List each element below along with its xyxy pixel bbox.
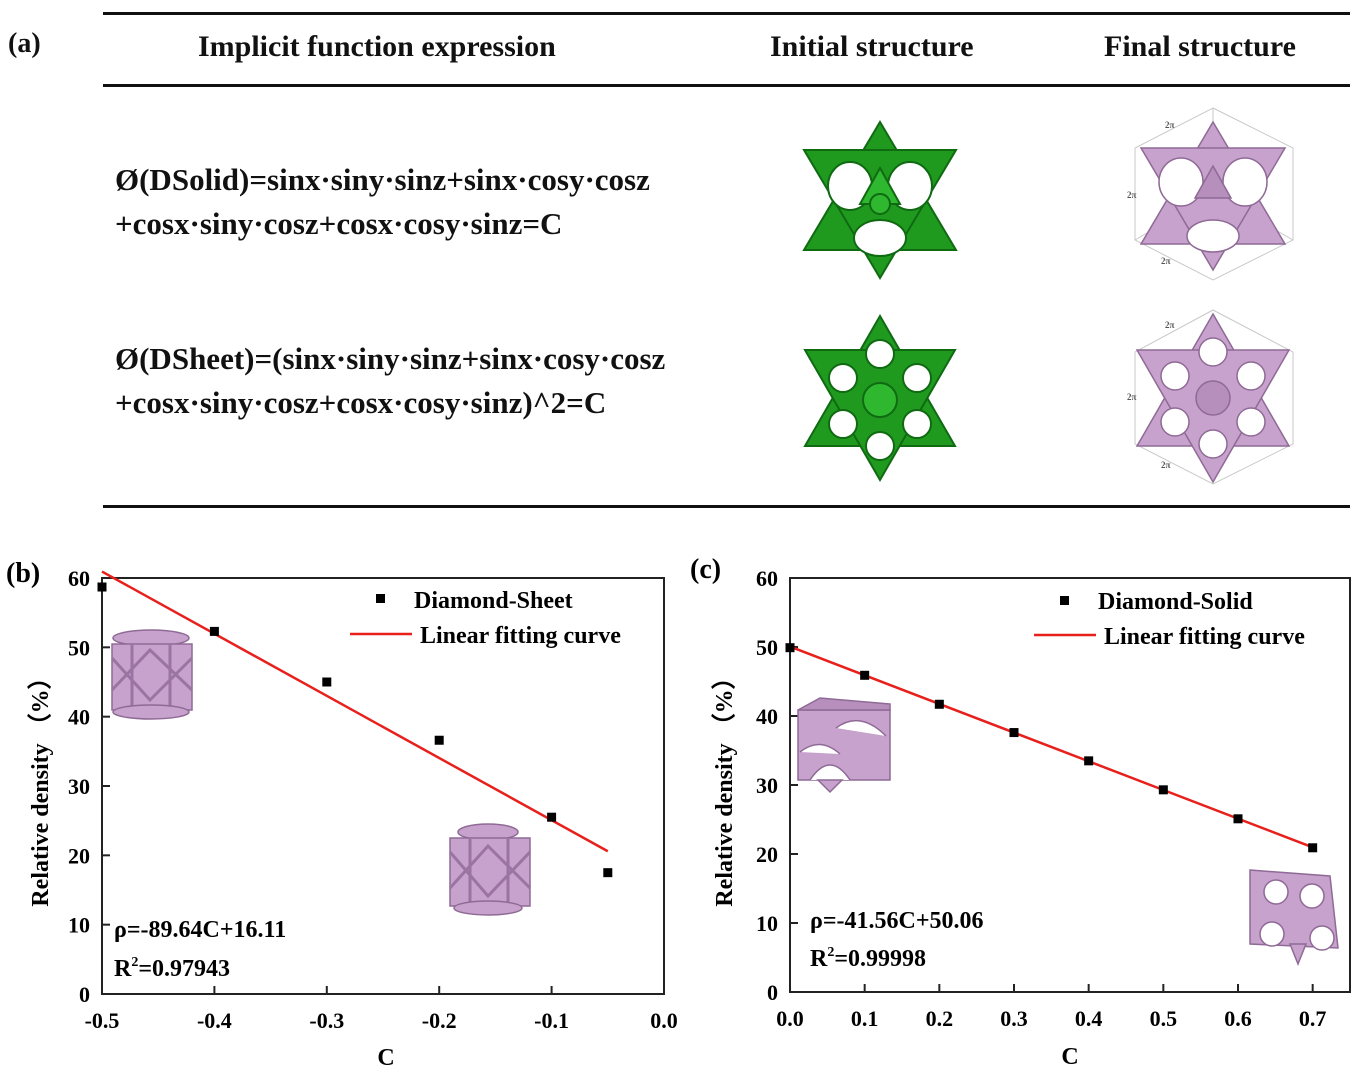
chart-c-xtick-label: 0.5 — [1150, 1006, 1178, 1031]
chart-c-ytick-label: 40 — [756, 704, 778, 729]
chart-b-legend-marker — [376, 594, 385, 603]
chart-c-data-point — [785, 643, 795, 653]
chart-b-legend-series: Diamond-Sheet — [414, 588, 573, 614]
chart-c-ylabel: Relative density （%） — [711, 665, 738, 906]
chart-c-ytick-label: 30 — [756, 773, 778, 798]
chart-b: (b) 0 10 20 30 40 50 60 -0.5 -0.4 -0.3 -0.2 -0.1 0.… — [6, 558, 678, 1071]
chart-b-inset-bottom — [448, 823, 532, 916]
chart-b-ytick-label: 20 — [68, 843, 90, 868]
header-expression: Implicit function expression — [198, 30, 556, 63]
chart-c-ytick-label: 10 — [756, 911, 778, 936]
chart-c-ytick-label: 20 — [756, 842, 778, 867]
dsheet-initial-structure — [803, 313, 957, 483]
chart-c-ytick-label: 50 — [756, 635, 778, 660]
chart-c-xtick-label: 0.1 — [851, 1006, 879, 1031]
chart-b-xtick-label: -0.1 — [534, 1008, 569, 1033]
dsheet-final-structure: 2π 2π 2π — [1127, 309, 1294, 485]
chart-b-xtick-label: -0.4 — [197, 1008, 232, 1033]
chart-c-ytick-label: 0 — [767, 980, 778, 1005]
dsolid-box-label-left: 2π — [1127, 190, 1137, 200]
dsolid-equation: Ø(DSolid)=sinx·siny·sinz+sinx·cosy·cosz … — [115, 158, 650, 246]
dsolid-initial-structure — [802, 120, 958, 280]
chart-c-data-point — [1233, 814, 1243, 824]
chart-c-fit-line — [789, 645, 1314, 849]
table-header-rule — [103, 84, 1350, 87]
chart-b-xtick-label: -0.3 — [309, 1008, 344, 1033]
dsolid-box-label-bottom: 2π — [1161, 256, 1171, 266]
chart-c-data-point — [1009, 728, 1019, 738]
dsolid-box-label-top: 2π — [1165, 120, 1175, 130]
chart-c-inset-top — [797, 697, 891, 794]
chart-c-data-point — [1158, 785, 1168, 795]
dsolid-final-structure: 2π 2π 2π — [1127, 107, 1294, 281]
chart-c-xtick-label: 0.7 — [1299, 1006, 1327, 1031]
chart-b-ytick-label: 50 — [68, 635, 90, 660]
chart-b-xtick-label: -0.5 — [85, 1008, 120, 1033]
chart-b-data-point — [547, 812, 557, 822]
chart-b-fit-line — [101, 570, 609, 853]
dsolid-equation-line2: +cosx·siny·cosz+cosx·cosy·sinz=C — [115, 206, 563, 241]
chart-b-ytick-label: 40 — [68, 705, 90, 730]
chart-b-data-point — [97, 582, 107, 592]
chart-b-ytick-label: 0 — [79, 982, 90, 1007]
chart-c-equation: ρ=-41.56C+50.06 — [810, 908, 984, 934]
chart-c-xtick-label: 0.6 — [1224, 1006, 1252, 1031]
chart-b-ylabel: Relative density （%） — [27, 665, 54, 906]
chart-b-panel-label: (b) — [6, 558, 40, 589]
chart-c: (c) 0 10 20 30 40 50 60 0.0 0.1 0.2 0.3 0.4 0.5 0.6 0… — [690, 554, 1351, 1070]
table-top-rule — [103, 12, 1350, 15]
chart-c-data-point — [1084, 756, 1094, 766]
chart-b-ytick-label: 60 — [68, 566, 90, 591]
chart-c-legend-series: Diamond-Solid — [1098, 589, 1253, 615]
chart-b-xtick-label: -0.2 — [422, 1008, 457, 1033]
chart-c-xlabel: C — [1061, 1044, 1078, 1070]
panel-a-label: (a) — [8, 28, 41, 59]
table-bottom-rule — [103, 505, 1350, 508]
dsheet-equation-line1: Ø(DSheet)=(sinx·siny·sinz+sinx·cosy·cosz — [115, 341, 666, 376]
chart-c-ytick-label: 60 — [756, 566, 778, 591]
chart-c-xtick-label: 0.4 — [1075, 1006, 1103, 1031]
chart-b-ytick-label: 30 — [68, 774, 90, 799]
chart-c-r2: R2=0.99998 — [810, 945, 926, 972]
dsolid-equation-line1: Ø(DSolid)=sinx·siny·sinz+sinx·cosy·cosz — [115, 162, 650, 197]
chart-c-inset-bottom — [1249, 869, 1339, 967]
chart-b-r2: R2=0.97943 — [114, 955, 230, 982]
chart-c-xtick-label: 0.2 — [926, 1006, 954, 1031]
dsheet-box-label-bottom: 2π — [1161, 460, 1171, 470]
dsheet-box-label-left: 2π — [1127, 392, 1137, 402]
dsheet-box-label-top: 2π — [1165, 320, 1175, 330]
chart-c-xtick-label: 0.0 — [776, 1006, 804, 1031]
chart-c-legend-fit: Linear fitting curve — [1104, 624, 1305, 650]
header-final: Final structure — [1104, 30, 1296, 63]
chart-c-data-point — [1308, 843, 1318, 853]
chart-b-legend-fit: Linear fitting curve — [420, 623, 621, 649]
chart-c-panel-label: (c) — [690, 554, 721, 585]
chart-c-legend-marker — [1060, 596, 1069, 605]
header-initial: Initial structure — [770, 30, 974, 63]
chart-b-data-point — [209, 626, 219, 636]
chart-c-data-point — [860, 670, 870, 680]
chart-b-data-point — [603, 868, 613, 878]
chart-b-data-point — [434, 735, 444, 745]
chart-b-equation: ρ=-89.64C+16.11 — [114, 917, 286, 943]
chart-b-inset-top — [110, 629, 194, 720]
chart-b-xlabel: C — [377, 1045, 394, 1071]
dsheet-equation-line2: +cosx·siny·cosz+cosx·cosy·sinz)^2=C — [115, 385, 607, 420]
chart-b-xtick-label: 0.0 — [650, 1008, 678, 1033]
chart-c-data-point — [934, 699, 944, 709]
dsheet-equation: Ø(DSheet)=(sinx·siny·sinz+sinx·cosy·cosz… — [115, 337, 665, 425]
chart-b-ytick-label: 10 — [68, 913, 90, 938]
chart-b-data-point — [322, 677, 332, 687]
chart-c-xtick-label: 0.3 — [1000, 1006, 1028, 1031]
